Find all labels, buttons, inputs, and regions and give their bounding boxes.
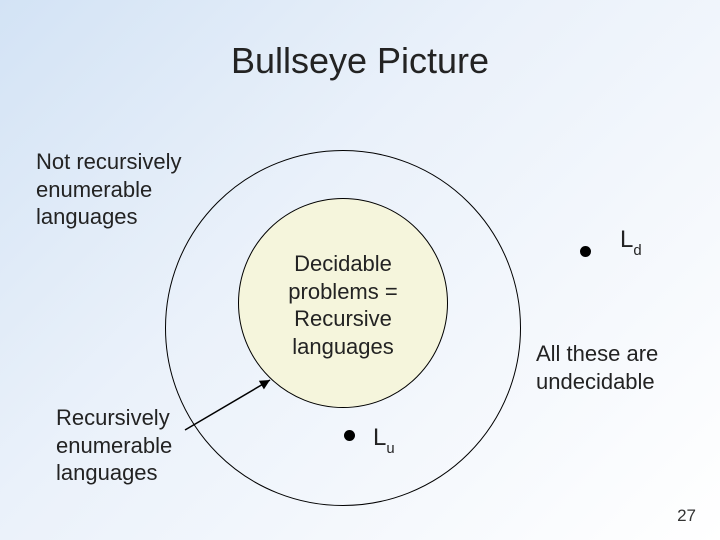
label-undecidable: All these areundecidable xyxy=(536,340,658,395)
slide-title: Bullseye Picture xyxy=(0,40,720,82)
label-decidable: Decidableproblems =Recursivelanguages xyxy=(288,250,397,360)
arrow-re xyxy=(173,368,282,442)
label-not-re: Not recursivelyenumerablelanguages xyxy=(36,148,181,231)
label-lu: Lu xyxy=(373,423,395,456)
dot-ld xyxy=(580,246,591,257)
dot-lu xyxy=(344,430,355,441)
label-re: Recursivelyenumerablelanguages xyxy=(56,404,172,487)
page-number: 27 xyxy=(677,506,696,526)
label-ld: Ld xyxy=(620,225,642,258)
